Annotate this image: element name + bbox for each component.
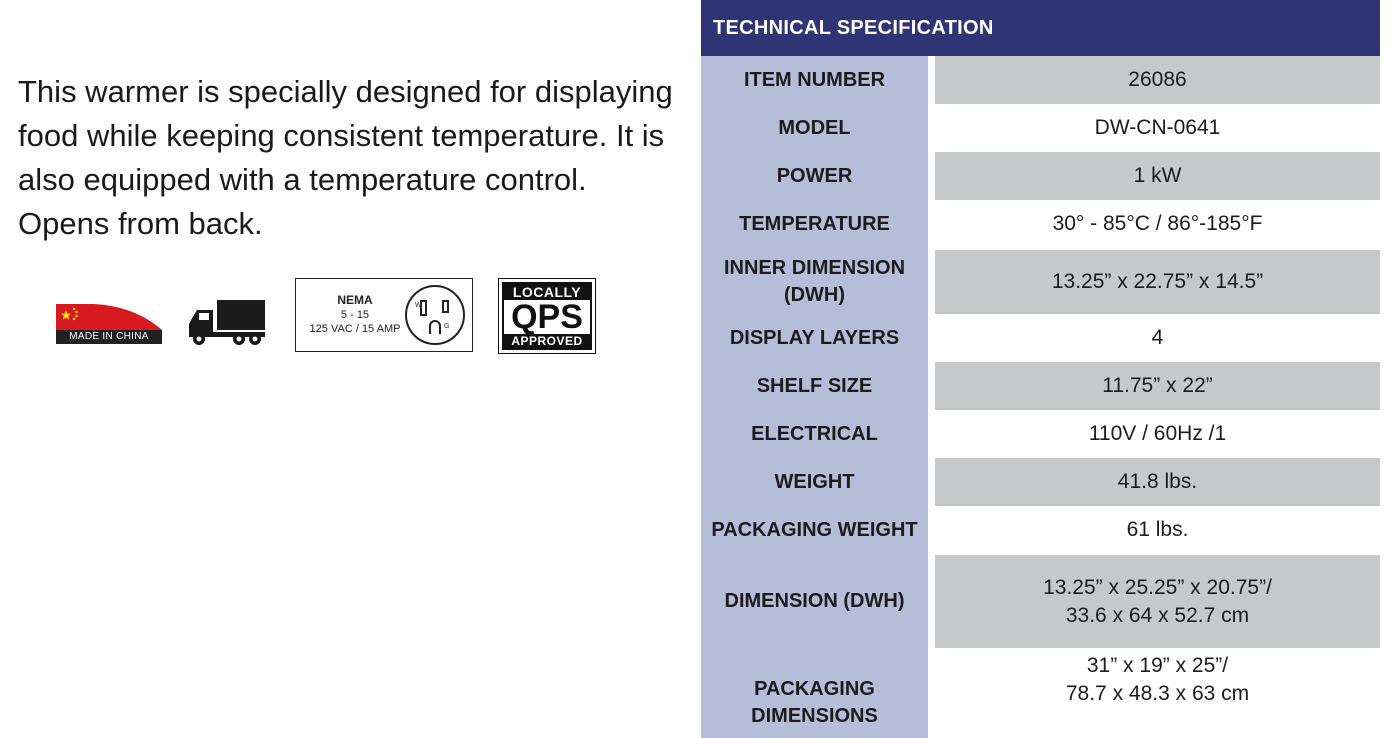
nema-plug-type: 5 - 15 — [340, 309, 370, 321]
china-flag-icon — [56, 304, 162, 330]
description-line: also equipped with a temperature control… — [18, 162, 587, 197]
nema-text: NEMA 5 - 15 125 VAC / 15 AMP — [300, 293, 410, 336]
spec-label-column — [701, 56, 928, 738]
spec-label: PACKAGING DIMENSIONS — [751, 678, 878, 727]
nema-title: NEMA — [337, 293, 373, 307]
nema-badge: NEMA 5 - 15 125 VAC / 15 AMP W G — [295, 278, 473, 352]
spec-row-power: POWER 1 kW — [701, 152, 1380, 200]
spec-value: 110V / 60Hz /1 — [1088, 422, 1227, 445]
certification-badges: MADE IN CHINA NEMA 5 - 15 125 VAC / 15 A… — [54, 276, 614, 356]
spec-label: SHELF SIZE — [756, 374, 873, 397]
spec-label: DIMENSION (DWH) — [724, 590, 905, 612]
spec-value: 31” x 19” x 25”/ 78.7 x 48.3 x 63 cm — [1065, 654, 1250, 705]
spec-row-packaging-weight: PACKAGING WEIGHT 61 lbs. — [701, 506, 1380, 554]
spec-row-packaging-dimensions: PACKAGING DIMENSIONS 31” x 19” x 25”/ 78… — [701, 648, 1380, 738]
spec-value: 13.25” x 22.75” x 14.5” — [935, 250, 1380, 314]
description-line: food while keeping consistent temperatur… — [18, 118, 665, 153]
spec-value: 1 kW — [935, 152, 1380, 200]
description-line: This warmer is specially designed for di… — [18, 74, 673, 109]
spec-value: DW-CN-0641 — [1094, 116, 1221, 139]
truck-badge — [187, 298, 267, 348]
spec-value: 30° - 85°C / 86°-185°F — [1052, 212, 1263, 235]
spec-label: MODEL — [778, 116, 851, 139]
spec-row-temperature: TEMPERATURE 30° - 85°C / 86°-185°F — [701, 200, 1380, 248]
description-line: Opens from back. — [18, 206, 263, 241]
qps-approved-badge: LOCALLY QPS APPROVED — [498, 278, 596, 354]
svg-text:G: G — [444, 323, 449, 330]
spec-value: 4 — [1151, 326, 1164, 349]
spec-row-shelf-size: SHELF SIZE 11.75” x 22” — [701, 362, 1380, 410]
technical-specification-table: TECHNICAL SPECIFICATION ITEM NUMBER 2608… — [701, 0, 1380, 738]
made-in-china-label: MADE IN CHINA — [56, 330, 162, 344]
spec-value: 13.25” x 25.25” x 20.75”/ 33.6 x 64 x 52… — [935, 555, 1380, 648]
truck-icon — [189, 300, 265, 345]
spec-label: TEMPERATURE — [739, 212, 890, 235]
spec-label: POWER — [776, 164, 853, 187]
outlet-icon: W G — [405, 285, 465, 345]
spec-label: DISPLAY LAYERS — [729, 326, 900, 349]
made-in-china-badge: MADE IN CHINA — [54, 302, 164, 344]
spec-value: 11.75” x 22” — [935, 362, 1380, 410]
spec-row-weight: WEIGHT 41.8 lbs. — [701, 458, 1380, 506]
qps-bottom-text: APPROVED — [511, 334, 583, 348]
spec-row-inner-dimension: INNER DIMENSION (DWH) 13.25” x 22.75” x … — [701, 250, 1380, 314]
svg-text:W: W — [415, 302, 422, 309]
spec-label: PACKAGING WEIGHT — [711, 518, 918, 541]
spec-value: 41.8 lbs. — [935, 458, 1380, 506]
spec-label: INNER DIMENSION (DWH) — [723, 257, 906, 306]
spec-label: ELECTRICAL — [751, 422, 878, 445]
qps-logo-text: QPS — [504, 300, 590, 334]
spec-row-display-layers: DISPLAY LAYERS 4 — [701, 314, 1380, 362]
spec-row-dimension: DIMENSION (DWH) 13.25” x 25.25” x 20.75”… — [701, 555, 1380, 648]
spec-label: ITEM NUMBER — [743, 68, 886, 91]
spec-value: 61 lbs. — [1126, 518, 1189, 541]
spec-value: 26086 — [935, 56, 1380, 104]
spec-table-title: TECHNICAL SPECIFICATION — [701, 0, 1380, 56]
nema-rating: 125 VAC / 15 AMP — [309, 323, 401, 335]
product-description: This warmer is specially designed for di… — [18, 70, 708, 246]
spec-row-item-number: ITEM NUMBER 26086 — [701, 56, 1380, 104]
spec-label: WEIGHT — [774, 470, 855, 493]
qps-top-text: LOCALLY — [512, 284, 582, 300]
spec-row-electrical: ELECTRICAL 110V / 60Hz /1 — [701, 410, 1380, 458]
spec-row-model: MODEL DW-CN-0641 — [701, 104, 1380, 152]
